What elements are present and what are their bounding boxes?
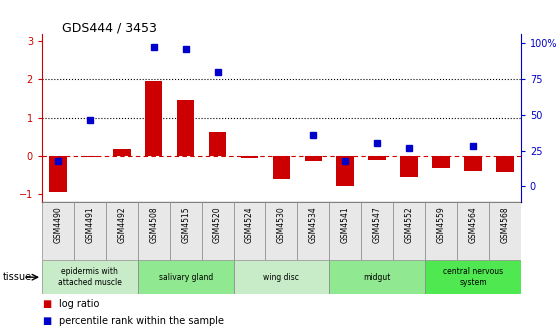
- Bar: [368, 156, 386, 160]
- Bar: [297, 202, 329, 260]
- Bar: [425, 260, 521, 294]
- Text: GSM4491: GSM4491: [85, 206, 95, 243]
- Text: percentile rank within the sample: percentile rank within the sample: [59, 316, 224, 326]
- Bar: [425, 202, 457, 260]
- Bar: [265, 202, 297, 260]
- Bar: [234, 202, 265, 260]
- Bar: [457, 202, 489, 260]
- Bar: [432, 156, 450, 168]
- Text: GSM4508: GSM4508: [149, 206, 158, 243]
- Bar: [145, 81, 162, 156]
- Bar: [464, 156, 482, 171]
- Text: GSM4490: GSM4490: [53, 206, 63, 243]
- Text: ■: ■: [42, 299, 52, 309]
- Bar: [42, 260, 138, 294]
- Text: epidermis with
attached muscle: epidermis with attached muscle: [58, 267, 122, 287]
- Bar: [273, 156, 290, 179]
- Text: GSM4552: GSM4552: [404, 206, 414, 243]
- Bar: [337, 156, 354, 186]
- Bar: [329, 260, 425, 294]
- Bar: [234, 260, 329, 294]
- Text: tissue: tissue: [3, 272, 32, 282]
- Bar: [202, 202, 234, 260]
- Text: wing disc: wing disc: [263, 273, 300, 282]
- Bar: [241, 156, 258, 158]
- Text: GSM4530: GSM4530: [277, 206, 286, 243]
- Text: GDS444 / 3453: GDS444 / 3453: [62, 22, 156, 35]
- Text: salivary gland: salivary gland: [158, 273, 213, 282]
- Bar: [74, 202, 106, 260]
- Text: GSM4559: GSM4559: [436, 206, 446, 243]
- Bar: [393, 202, 425, 260]
- Text: log ratio: log ratio: [59, 299, 99, 309]
- Text: central nervous
system: central nervous system: [443, 267, 503, 287]
- Bar: [305, 156, 322, 161]
- Text: GSM4534: GSM4534: [309, 206, 318, 243]
- Bar: [113, 149, 130, 156]
- Text: GSM4515: GSM4515: [181, 206, 190, 243]
- Text: GSM4520: GSM4520: [213, 206, 222, 243]
- Text: GSM4568: GSM4568: [500, 206, 510, 243]
- Bar: [177, 100, 194, 156]
- Bar: [138, 202, 170, 260]
- Bar: [81, 156, 99, 157]
- Bar: [361, 202, 393, 260]
- Bar: [209, 132, 226, 156]
- Text: midgut: midgut: [363, 273, 391, 282]
- Text: GSM4547: GSM4547: [372, 206, 382, 243]
- Bar: [496, 156, 514, 172]
- Bar: [49, 156, 67, 192]
- Bar: [170, 202, 202, 260]
- Bar: [138, 260, 234, 294]
- Bar: [329, 202, 361, 260]
- Bar: [489, 202, 521, 260]
- Text: GSM4524: GSM4524: [245, 206, 254, 243]
- Text: GSM4492: GSM4492: [117, 206, 127, 243]
- Bar: [400, 156, 418, 177]
- Bar: [106, 202, 138, 260]
- Text: ■: ■: [42, 316, 52, 326]
- Bar: [42, 202, 74, 260]
- Text: GSM4541: GSM4541: [340, 206, 350, 243]
- Text: GSM4564: GSM4564: [468, 206, 478, 243]
